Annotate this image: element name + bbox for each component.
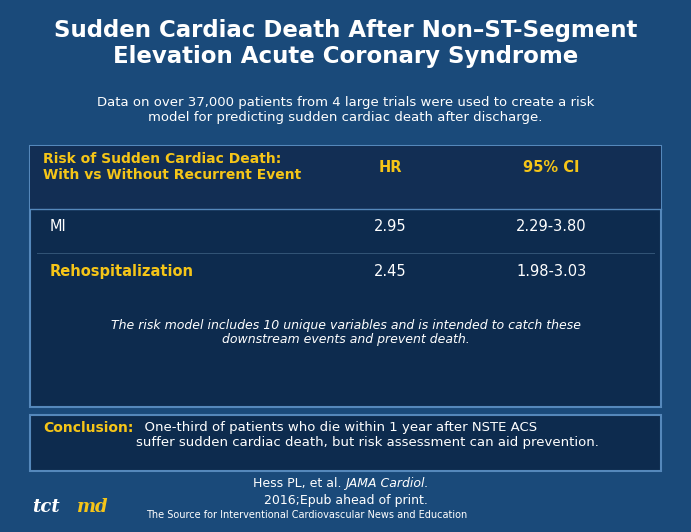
Text: Conclusion:: Conclusion: [44, 421, 133, 435]
Text: Sudden Cardiac Death After Non–ST-Segment
Elevation Acute Coronary Syndrome: Sudden Cardiac Death After Non–ST-Segmen… [54, 19, 637, 68]
Text: The Source for Interventional Cardiovascular News and Education: The Source for Interventional Cardiovasc… [146, 510, 467, 520]
Text: 1.98-3.03: 1.98-3.03 [516, 264, 587, 279]
Text: HR: HR [379, 160, 402, 174]
Text: JAMA Cardiol.: JAMA Cardiol. [346, 477, 429, 489]
FancyBboxPatch shape [30, 415, 661, 471]
Text: 95% CI: 95% CI [523, 160, 580, 174]
Text: Rehospitalization: Rehospitalization [50, 264, 193, 279]
Text: 2.95: 2.95 [375, 219, 407, 234]
Text: Data on over 37,000 patients from 4 large trials were used to create a risk
mode: Data on over 37,000 patients from 4 larg… [97, 96, 594, 124]
Text: 2.45: 2.45 [375, 264, 407, 279]
Text: Risk of Sudden Cardiac Death:
With vs Without Recurrent Event: Risk of Sudden Cardiac Death: With vs Wi… [44, 152, 301, 182]
Text: 2016;Epub ahead of print.: 2016;Epub ahead of print. [263, 494, 428, 506]
FancyBboxPatch shape [30, 146, 661, 407]
Text: 2.29-3.80: 2.29-3.80 [516, 219, 587, 234]
Text: md: md [77, 498, 108, 516]
FancyBboxPatch shape [30, 146, 661, 209]
Text: Hess PL, et al.: Hess PL, et al. [253, 477, 346, 489]
Text: tct: tct [32, 498, 59, 516]
Text: MI: MI [50, 219, 66, 234]
Text: The risk model includes 10 unique variables and is intended to catch these
downs: The risk model includes 10 unique variab… [111, 319, 580, 346]
Text: One-third of patients who die within 1 year after NSTE ACS
suffer sudden cardiac: One-third of patients who die within 1 y… [137, 421, 599, 450]
